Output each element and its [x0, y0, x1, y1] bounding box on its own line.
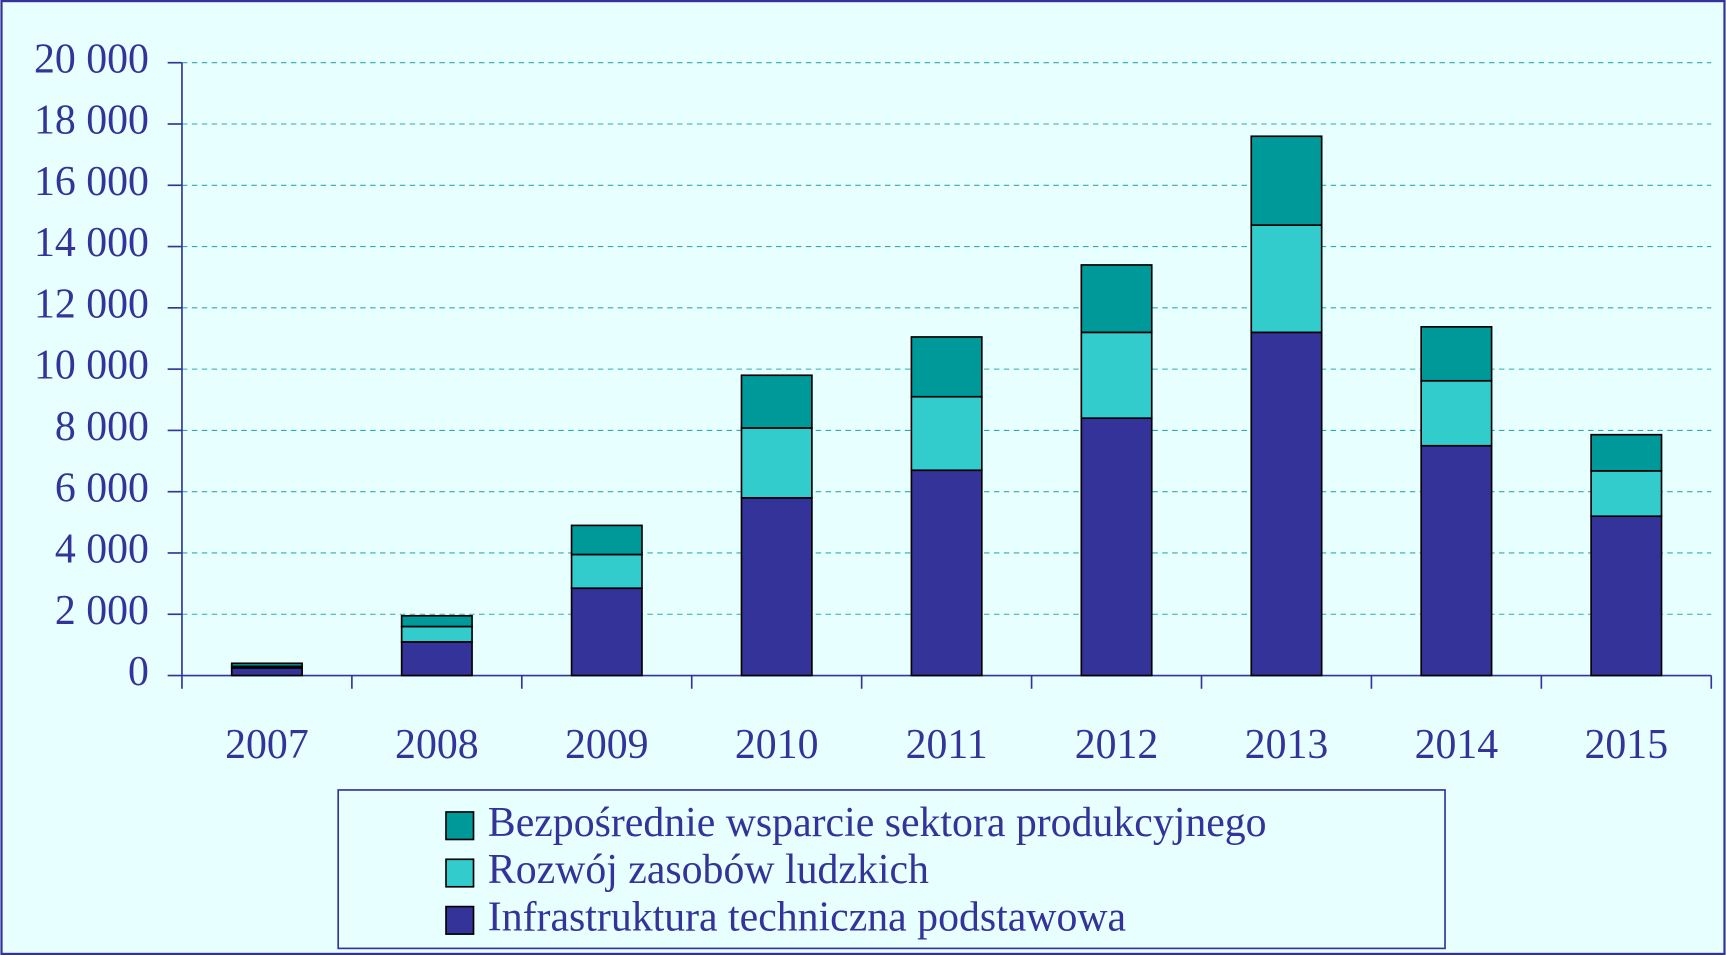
bar-segment [400, 625, 473, 643]
bar-segment [1420, 326, 1493, 382]
bar-segment [910, 395, 983, 472]
x-tick-label: 2010 [735, 722, 819, 768]
x-tick-label: 2012 [1075, 722, 1159, 768]
bar-segment [910, 469, 983, 677]
legend-swatch [445, 858, 475, 888]
bar-segment [1420, 379, 1493, 447]
x-tick-label: 2015 [1585, 722, 1669, 768]
bar-segment [1590, 470, 1663, 518]
bar-segment [1590, 515, 1663, 677]
legend-swatch [445, 811, 475, 841]
x-tick-label: 2013 [1245, 722, 1329, 768]
y-tick-label: 12 000 [34, 281, 149, 327]
bar-segment [1250, 331, 1323, 677]
x-tick-label: 2011 [906, 722, 988, 768]
legend-box [337, 789, 1446, 950]
bar-segment [400, 641, 473, 677]
y-tick-label: 0 [128, 649, 149, 695]
y-tick-label: 2 000 [55, 588, 149, 634]
bar-segment [1590, 433, 1663, 472]
bar-segment [1420, 444, 1493, 677]
bar-segment [570, 524, 643, 556]
x-tick-label: 2008 [395, 722, 479, 768]
bar-segment [1080, 264, 1153, 334]
y-tick-label: 20 000 [34, 36, 149, 82]
bar-segment [1250, 224, 1323, 334]
bar-segment [400, 614, 473, 628]
x-tick-label: 2007 [225, 722, 309, 768]
bar-segment [570, 587, 643, 677]
y-tick-label: 6 000 [55, 465, 149, 511]
bar-segment [740, 496, 813, 677]
bar-segment [740, 427, 813, 499]
y-tick-label: 10 000 [34, 343, 149, 389]
bar-segment [1080, 417, 1153, 677]
x-tick-label: 2014 [1415, 722, 1499, 768]
bar-segment [910, 336, 983, 398]
bar-segment [1080, 331, 1153, 419]
legend-label: Rozwój zasobów ludzkich [488, 847, 929, 893]
legend-label: Infrastruktura techniczna podstawowa [488, 894, 1126, 940]
legend-swatch [445, 905, 475, 935]
bar-segment [230, 662, 303, 668]
y-tick-label: 4 000 [55, 527, 149, 573]
bar-segment [230, 667, 303, 677]
y-tick-label: 16 000 [34, 159, 149, 205]
x-tick-label: 2009 [565, 722, 649, 768]
bar-segment [570, 553, 643, 590]
bar-segment [740, 374, 813, 429]
y-tick-label: 8 000 [55, 404, 149, 450]
y-tick-label: 18 000 [34, 98, 149, 144]
legend-label: Bezpośrednie wsparcie sektora produkcyjn… [488, 800, 1267, 846]
y-tick-label: 14 000 [34, 220, 149, 266]
bar-segment [1250, 135, 1323, 226]
